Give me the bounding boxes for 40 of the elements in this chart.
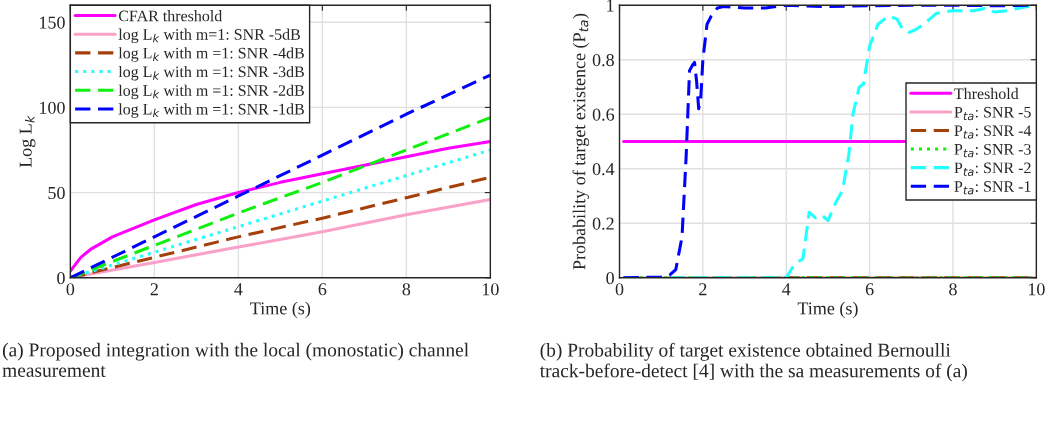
legend-label: P$_{ta}$: SNR -1 [954,181,1031,195]
x-tick-label: 2 [150,283,158,296]
legend-label: log L$_{k}$ with m =1: SNR -2dB [118,84,304,100]
y-tick-label: 0.4 [592,163,615,176]
text: (b) Probability of target existence obtained Bernoulli track-before-detect [4] with the sa measurements of (a) [539,342,967,382]
x-tick-label: 4 [234,283,243,296]
x-tick-label: 2 [699,283,707,296]
y-tick-label: 100 [39,101,65,114]
x-tick-label: 6 [865,283,874,296]
x-tick-label: 8 [949,283,957,296]
legend-label: log L$_{k}$ with m =1: SNR -1dB [118,103,304,118]
y-tick-label: 0 [606,272,614,285]
y-tick-label: 50 [48,186,65,200]
x-axis-title: Time (s) [797,301,858,319]
y-tick-label: 1 [607,0,614,12]
text: (a) Proposed integration with the local (monostatic) channel measurement [2,342,469,377]
x-tick-label: 6 [318,283,327,296]
x-tick-label: 10 [482,283,499,296]
x-tick-label: 8 [402,283,411,296]
y-tick-label: 0 [57,272,65,285]
y-tick-label: 0.8 [592,53,614,67]
legend-label: P$_{ta}$: SNR -4 [954,125,1032,139]
legend-label: log L$_{k}$ with m =1: SNR -3dB [118,65,304,81]
x-tick-label: 10 [1028,283,1045,296]
x-tick-label: 0 [615,283,624,296]
x-tick-label: 4 [782,283,791,296]
legend-label: Threshold [954,87,1019,100]
legend-label: P$_{ta}$: SNR -5 [954,106,1031,121]
legend-label: P$_{ta}$: SNR -2 [954,162,1031,176]
x-axis-title: Time (s) [250,301,311,319]
y-tick-label: 0.6 [592,108,615,121]
legend-label: log L$_{k}$ with m =1: SNR -4dB [118,47,304,62]
y-axis-title: Probability of target existence (P$_{ta}$) [572,13,590,270]
legend-label: CFAR threshold [118,10,223,22]
x-tick-label: 0 [66,283,75,296]
y-tick-label: 0.2 [592,217,614,230]
legend-label: log L$_{k}$ with m=1: SNR -5dB [118,28,300,44]
legend-label: P$_{ta}$: SNR -3 [954,143,1031,158]
y-tick-label: 150 [39,16,65,29]
y-axis-title: Log L$_{k}$ [19,115,36,168]
